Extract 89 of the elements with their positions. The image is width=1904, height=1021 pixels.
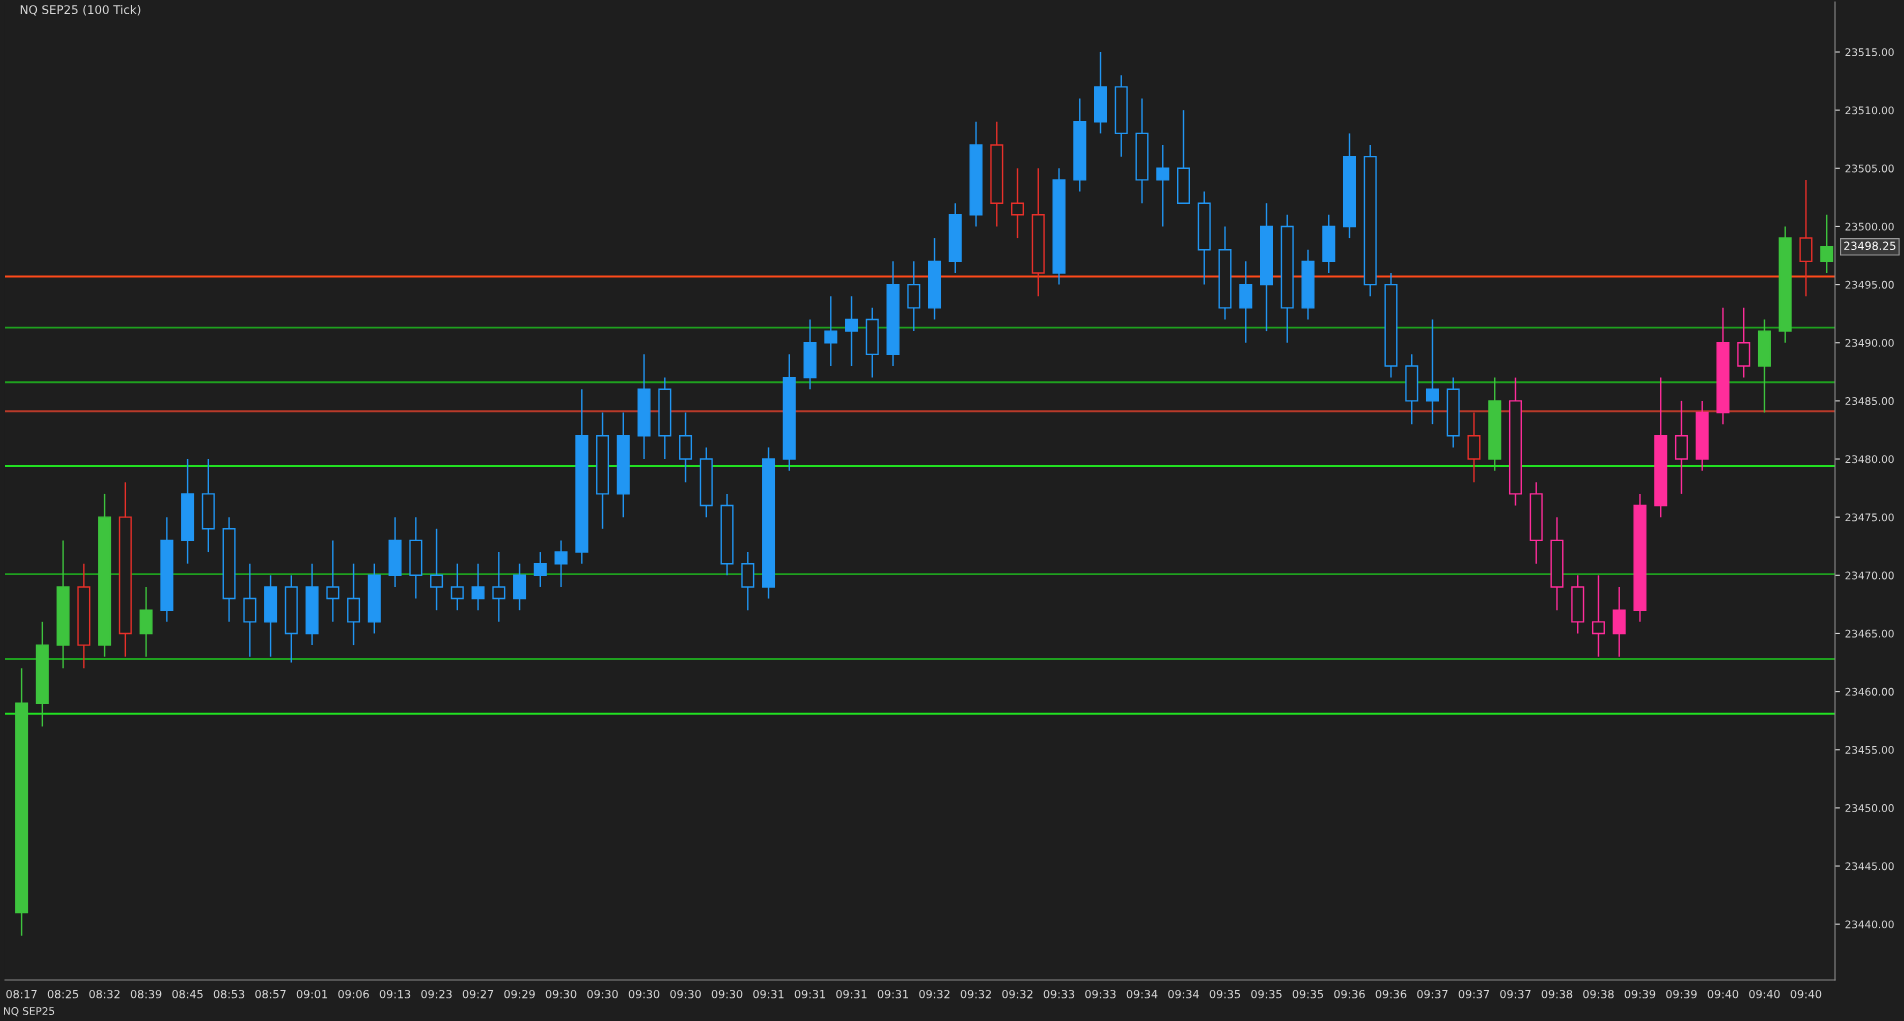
candlestick xyxy=(1011,167,1025,239)
x-tick-label: 09:40 xyxy=(1749,989,1780,999)
candlestick xyxy=(139,586,153,658)
x-tick-label: 09:29 xyxy=(504,989,535,999)
x-tick-label: 09:31 xyxy=(753,989,784,999)
candlestick xyxy=(1156,144,1170,228)
x-tick-label: 09:31 xyxy=(794,989,826,999)
y-tick-label: 23505.00 xyxy=(1845,164,1894,173)
x-tick-label: 09:30 xyxy=(545,989,577,999)
x-tick-label: 09:13 xyxy=(379,989,411,999)
candlestick xyxy=(1425,318,1439,425)
y-tick-label: 23465.00 xyxy=(1845,629,1894,638)
candlestick xyxy=(533,551,547,588)
x-tick-label: 09:01 xyxy=(296,989,328,999)
x-tick-label: 09:37 xyxy=(1500,989,1531,999)
x-tick-label: 08:45 xyxy=(172,989,203,999)
y-tick-label: 23480.00 xyxy=(1845,455,1894,464)
x-tick-label: 09:39 xyxy=(1624,989,1656,999)
y-tick-label: 23485.00 xyxy=(1845,397,1894,405)
x-tick-label: 09:35 xyxy=(1209,989,1241,999)
x-tick-label: 09:33 xyxy=(1043,989,1075,999)
candlestick xyxy=(1737,307,1751,379)
y-tick-label: 23460.00 xyxy=(1845,687,1894,696)
candlestick xyxy=(554,539,568,588)
x-tick-label: 09:31 xyxy=(836,989,867,999)
candlestick xyxy=(1239,260,1253,344)
y-tick-label: 23455.00 xyxy=(1845,745,1894,754)
candlestick xyxy=(1799,179,1813,297)
chart-title: NQ SEP25 (100 Tick) xyxy=(20,4,141,16)
candlestick xyxy=(430,528,444,611)
x-tick-label: 08:32 xyxy=(89,989,120,999)
x-tick-label: 09:33 xyxy=(1085,989,1116,999)
x-tick-label: 09:36 xyxy=(1334,989,1365,999)
x-tick-label: 09:34 xyxy=(1126,989,1158,999)
candlestick xyxy=(471,562,485,611)
x-tick-label: 09:38 xyxy=(1541,989,1573,999)
y-tick-label: 23490.00 xyxy=(1845,338,1894,347)
y-tick-label: 23495.00 xyxy=(1845,280,1894,289)
x-tick-label: 09:34 xyxy=(1168,989,1199,999)
y-tick-label: 23475.00 xyxy=(1845,513,1894,522)
x-tick-label: 09:30 xyxy=(711,989,743,999)
x-tick-label: 09:30 xyxy=(628,989,660,999)
x-tick-label: 08:53 xyxy=(213,989,245,999)
y-tick-label: 23445.00 xyxy=(1845,862,1894,871)
text: NQ SEP25 xyxy=(4,1007,55,1017)
x-tick-label: 09:37 xyxy=(1458,989,1490,999)
x-tick-label: 09:40 xyxy=(1707,989,1739,999)
x-tick-label: 08:57 xyxy=(255,989,286,999)
x-tick-label: 09:40 xyxy=(1790,989,1822,999)
candlestick xyxy=(326,539,340,623)
y-tick-label: 23500.00 xyxy=(1845,222,1894,231)
x-tick-label: 08:17 xyxy=(6,989,37,999)
x-tick-label: 09:06 xyxy=(338,989,369,999)
x-tick-label: 09:38 xyxy=(1583,989,1614,999)
x-tick-label: 08:39 xyxy=(130,989,162,999)
x-tick-label: 09:31 xyxy=(877,989,909,999)
y-tick-label: 23450.00 xyxy=(1845,804,1894,812)
x-tick-label: 09:37 xyxy=(1417,989,1448,999)
candlestick xyxy=(1467,411,1481,483)
x-tick-label: 09:35 xyxy=(1292,989,1324,999)
x-tick-label: 09:35 xyxy=(1251,989,1282,999)
x-tick-label: 09:39 xyxy=(1666,989,1697,999)
candlestick xyxy=(907,260,921,332)
candlestick xyxy=(450,562,464,611)
candlestick xyxy=(679,411,693,483)
candlestick xyxy=(492,551,506,623)
candlestick xyxy=(1591,574,1605,658)
x-tick-label: 09:32 xyxy=(919,989,950,999)
candlestick xyxy=(1674,400,1688,495)
text: 23498.25 xyxy=(1844,241,1896,251)
x-tick-label: 09:30 xyxy=(587,989,618,999)
candlestick xyxy=(243,562,257,658)
y-tick-label: 23470.00 xyxy=(1845,571,1894,580)
candlestick xyxy=(1612,586,1626,658)
x-tick-label: 09:32 xyxy=(960,989,991,999)
x-tick-label: 09:23 xyxy=(421,989,452,999)
x-tick-label: 09:32 xyxy=(1002,989,1033,999)
candlestick xyxy=(741,551,755,611)
x-tick-label: 08:25 xyxy=(47,989,79,999)
x-tick-label: 09:27 xyxy=(462,989,494,999)
candlestick xyxy=(513,562,527,611)
candlestick xyxy=(845,295,859,367)
candlestick xyxy=(824,295,838,367)
y-tick-label: 23440.00 xyxy=(1845,920,1894,929)
y-tick-label: 23510.00 xyxy=(1845,106,1894,115)
candlestick xyxy=(347,562,361,646)
y-tick-label: 23515.00 xyxy=(1845,48,1894,57)
x-tick-label: 09:30 xyxy=(670,989,701,999)
x-tick-label: 09:36 xyxy=(1375,989,1407,999)
